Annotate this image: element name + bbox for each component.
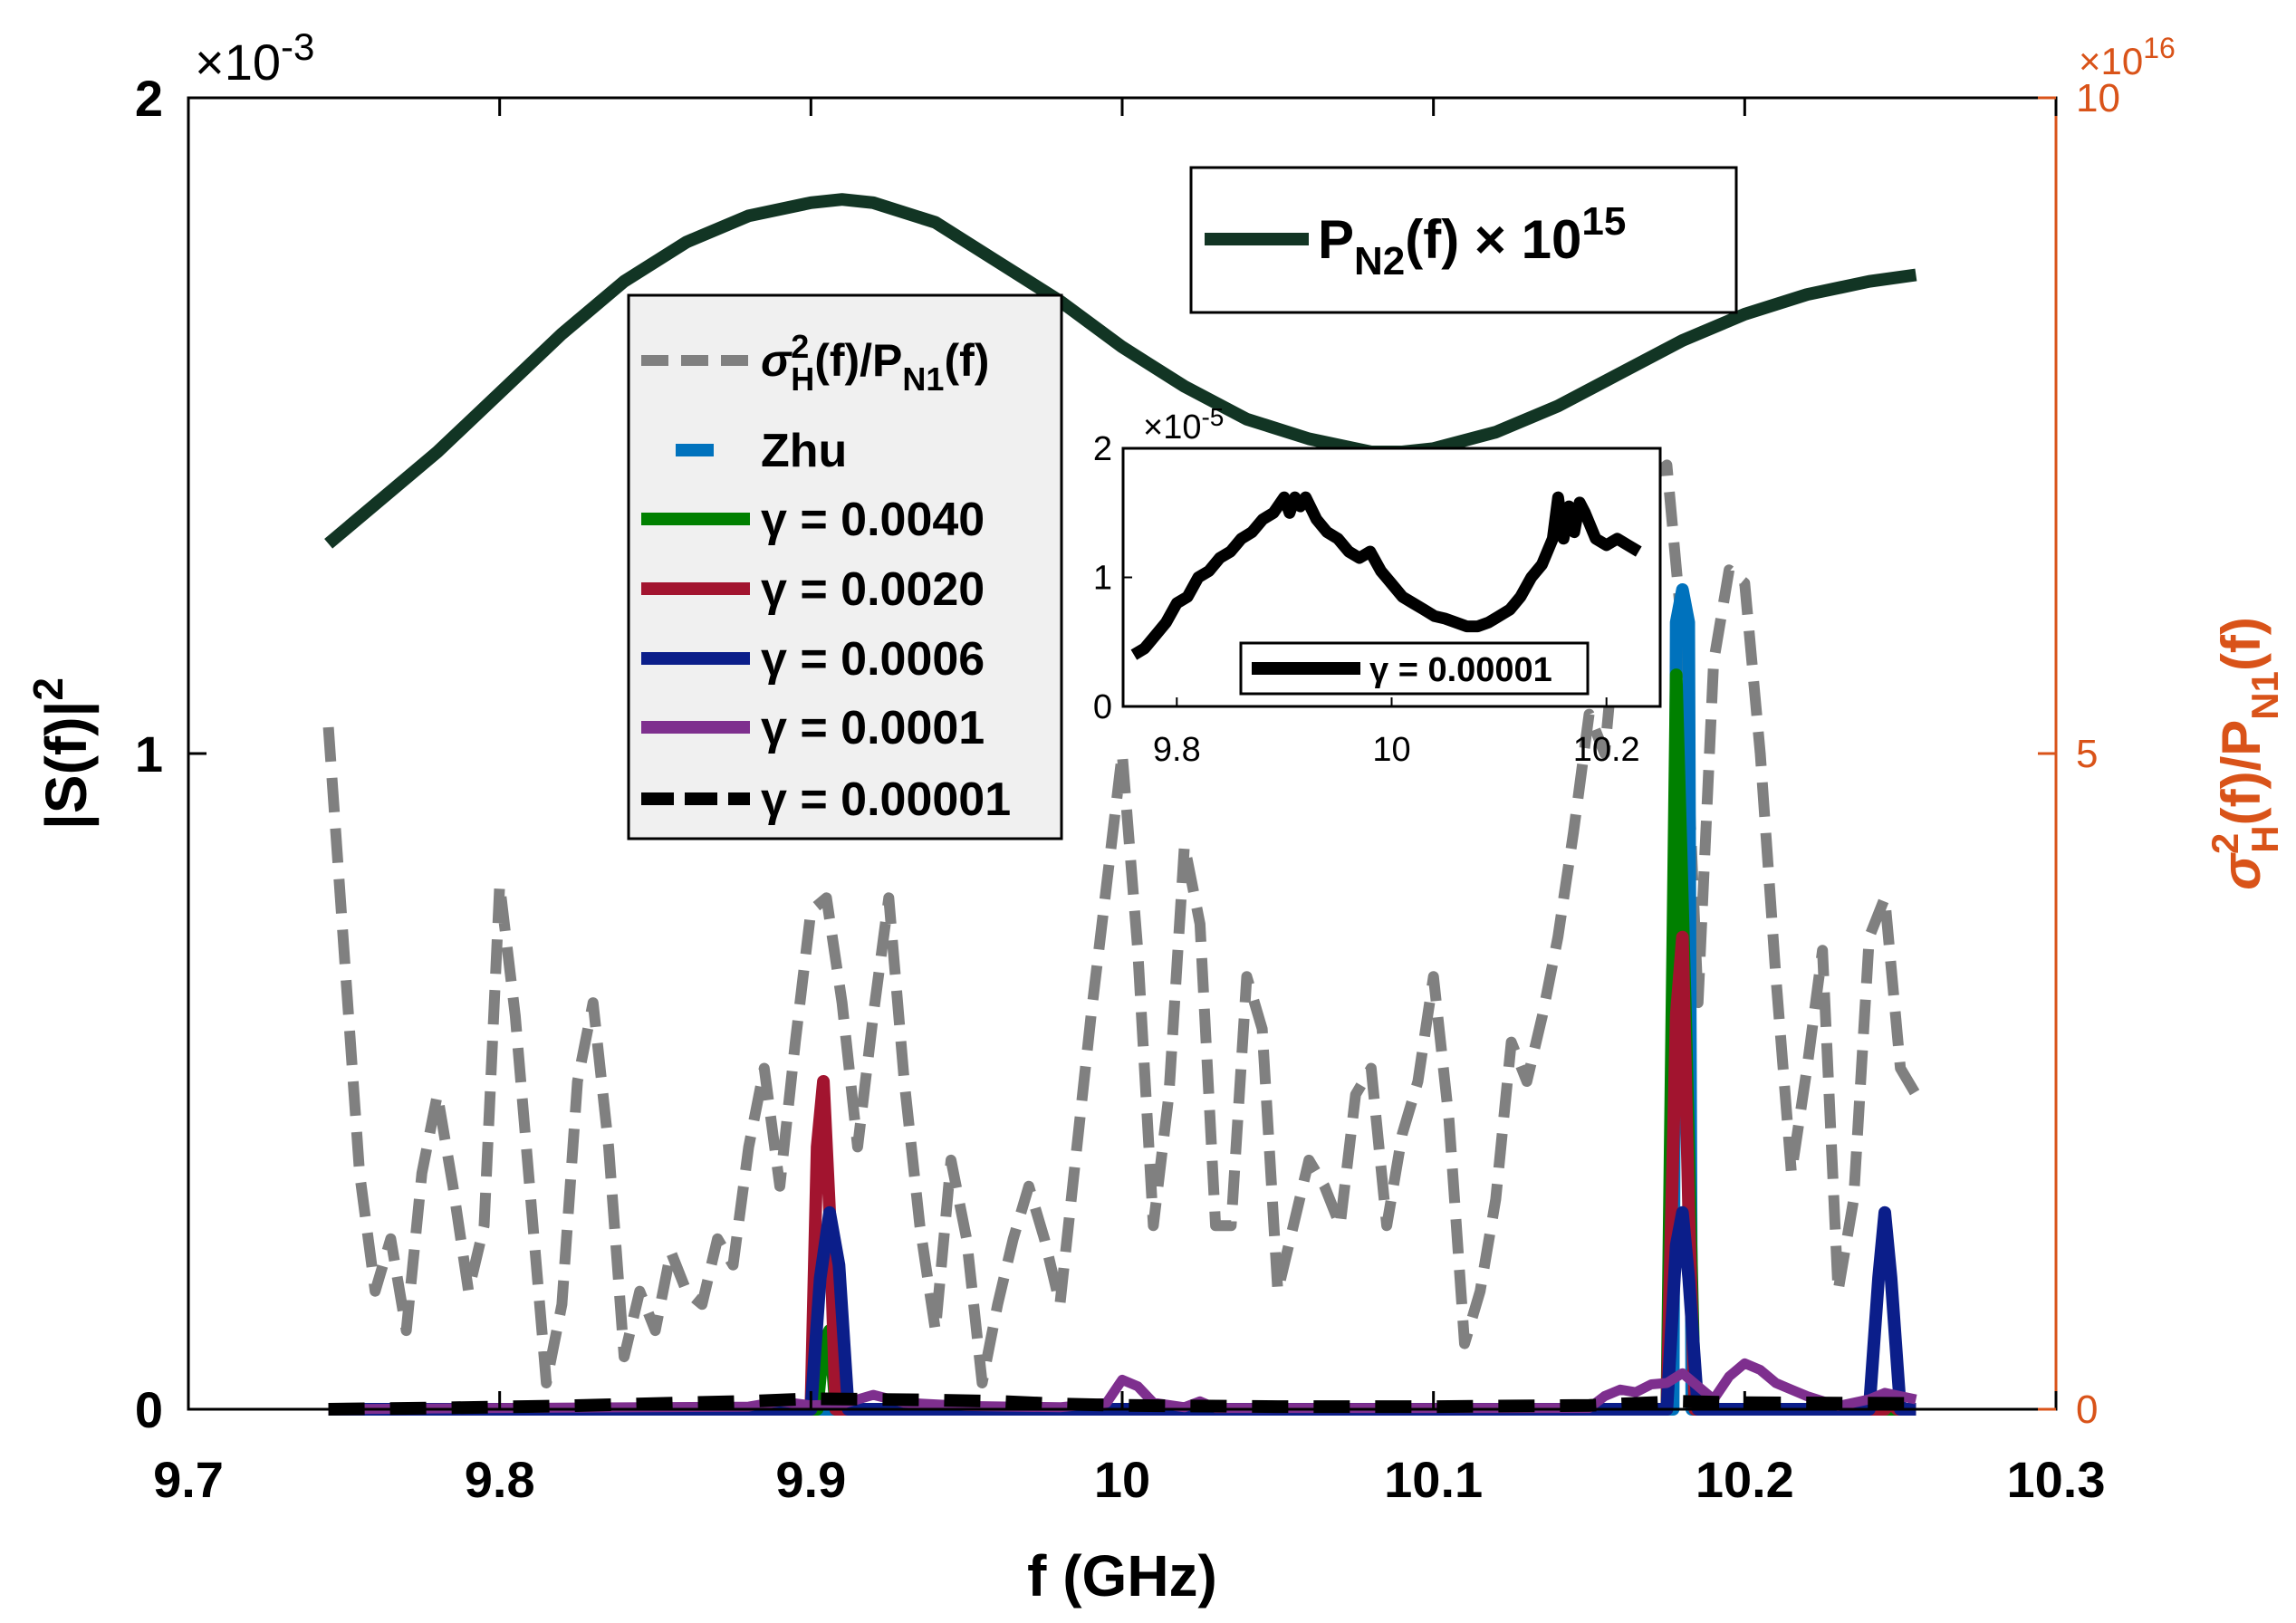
x-tick-label: 10.1 [1384, 1451, 1483, 1508]
x-tick-label: 10.3 [2007, 1451, 2106, 1508]
inset-y-tick-label: 2 [1093, 430, 1112, 468]
y-tick-label-right: 5 [2076, 732, 2098, 776]
inset-tick-marks [1123, 447, 1608, 707]
inset-chart: ×10-5 9.8 10 10.2 0 1 2 γ = 0.00001 [1093, 403, 1662, 769]
right-y-axis-label: σ2H(f)/PN1(f) [2204, 617, 2286, 890]
x-axis-label: f (GHz) [1027, 1543, 1217, 1609]
x-tick-label: 9.8 [465, 1451, 535, 1508]
series-line-5 [328, 1205, 1917, 1416]
pn2-legend: PN2(f) × 1015 [1189, 166, 1738, 314]
series-line-6 [328, 1358, 1917, 1415]
inset-x-tick-labels: 9.8 10 10.2 [1153, 731, 1640, 769]
y-tick-label-left: 1 [135, 725, 163, 783]
x-tick-label: 9.7 [153, 1451, 224, 1508]
x-tick-label: 9.9 [775, 1451, 846, 1508]
inset-exponent: ×10-5 [1143, 403, 1224, 447]
right-y-tick-labels: 0 5 10 [2076, 76, 2120, 1432]
legend-label-g00001: γ = 0.00001 [761, 773, 1011, 826]
inset-y-tick-labels: 0 1 2 [1093, 430, 1112, 726]
inset-series-line [1130, 491, 1642, 660]
tick-marks [187, 96, 2058, 1411]
main-legend-box [627, 293, 1063, 840]
legend-label-g0006: γ = 0.0006 [761, 633, 985, 686]
y-tick-label-right: 0 [2076, 1388, 2098, 1432]
left-y-tick-labels: 0 1 2 [135, 70, 163, 1438]
legend-label-g0001: γ = 0.0001 [761, 702, 985, 754]
pn2-legend-label: PN2(f) × 1015 [1318, 199, 1626, 283]
series-line-7 [328, 1392, 1917, 1416]
inset-y-tick-label: 1 [1093, 560, 1112, 598]
left-y-axis-label: |S(f)|2 [24, 677, 100, 830]
inset-plot-lines [1130, 491, 1642, 660]
inset-x-tick-label: 9.8 [1153, 731, 1201, 769]
left-axis-exponent: ×10-3 [195, 25, 314, 91]
x-tick-labels: 9.7 9.8 9.9 10 10.1 10.2 10.3 [153, 1451, 2105, 1508]
inset-x-tick-label: 10.2 [1573, 731, 1640, 769]
y-tick-label-right: 10 [2076, 76, 2120, 120]
y-tick-label-left: 0 [135, 1381, 163, 1438]
inset-x-tick-label: 10 [1372, 731, 1410, 769]
series-line-0 [324, 193, 1917, 549]
legend-label-g0020: γ = 0.0020 [761, 563, 985, 616]
right-axis-exponent: ×1016 [2079, 32, 2176, 82]
x-tick-label: 10 [1094, 1451, 1150, 1508]
inset-y-tick-label: 0 [1093, 688, 1112, 726]
main-legend: σ2 H(f)/PN1(f) Zhu γ = 0.0040 γ = 0.0020 … [627, 293, 1063, 840]
legend-label-sigma: σ2 H(f)/PN1(f) [761, 328, 989, 398]
legend-label-g0040: γ = 0.0040 [761, 494, 985, 546]
x-tick-label: 10.2 [1696, 1451, 1794, 1508]
legend-label-zhu: Zhu [761, 425, 847, 477]
inset-legend-label: γ = 0.00001 [1369, 651, 1552, 689]
y-tick-label-left: 2 [135, 70, 163, 127]
